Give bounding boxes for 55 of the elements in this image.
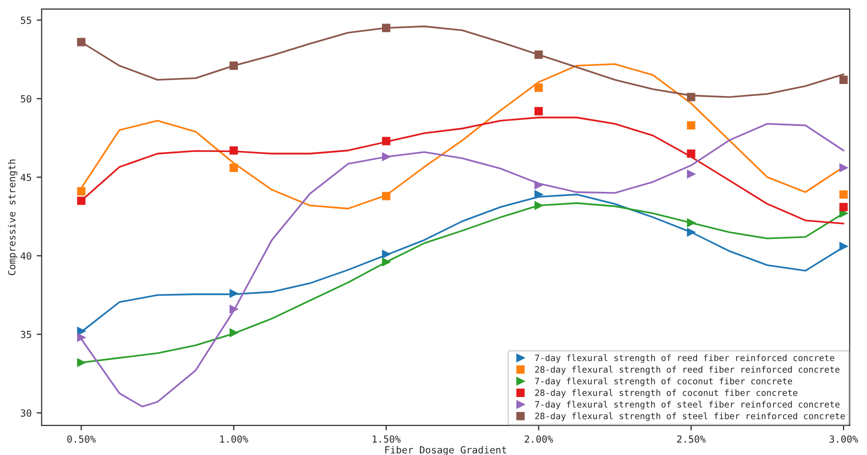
y-tick-label: 30 [20,409,32,417]
point [534,83,543,92]
legend-label: 28-day flexural strength of reed fiber reinforced concrete [535,366,840,374]
point [686,92,696,102]
y-axis-title: Compressive strength [8,160,18,276]
point [839,202,848,212]
legend-label: 28-day flexural strength of coconut fiber concrete [535,389,798,398]
point [839,76,848,84]
point [77,38,86,46]
point [77,333,86,342]
y-tick-label: 35 [20,330,32,338]
point [686,228,696,236]
point [534,107,543,116]
legend-label: 7-day flexural strength of steel fiber reinforced concrete [535,400,840,410]
x-tick-label: 2.00% [524,435,554,443]
point [382,24,390,32]
point [686,170,696,178]
x-tick-label: 2.50% [677,435,706,443]
x-axis-title: Fiber Dosage Gradient [385,446,506,455]
point [382,152,390,161]
point [686,218,696,227]
point [686,149,696,158]
point [382,250,390,258]
point [839,164,848,172]
point [230,328,238,337]
point [839,190,848,199]
point [686,121,696,130]
point [230,305,238,314]
point [382,192,390,200]
point [230,164,238,172]
x-tick-label: 1.50% [372,435,401,443]
point [382,136,390,146]
legend-label: 7-day flexural strength of coconut fiber concrete [535,378,792,386]
point [534,180,543,190]
legend-label: 28-day flexural strength of steel fiber reinforced concrete [535,412,845,422]
x-tick-label: 0.50% [67,435,96,443]
y-tick-label: 45 [20,174,32,182]
point [230,289,238,298]
y-tick-label: 55 [20,16,32,24]
point [77,358,86,367]
point [534,50,543,59]
point [77,187,86,196]
y-tick-label: 50 [20,95,32,103]
y-tick-label: 40 [20,252,32,260]
point [230,146,238,155]
point [534,190,543,199]
point [77,326,86,336]
legend-label: 7-day flexural strength of reed fiber reinforced concrete [535,354,834,363]
x-tick-label: 3.00% [830,435,858,443]
x-tick-label: 1.00% [220,435,248,443]
point [77,196,86,205]
point [839,242,848,250]
point [230,61,238,70]
point [534,201,543,210]
point [382,258,390,266]
